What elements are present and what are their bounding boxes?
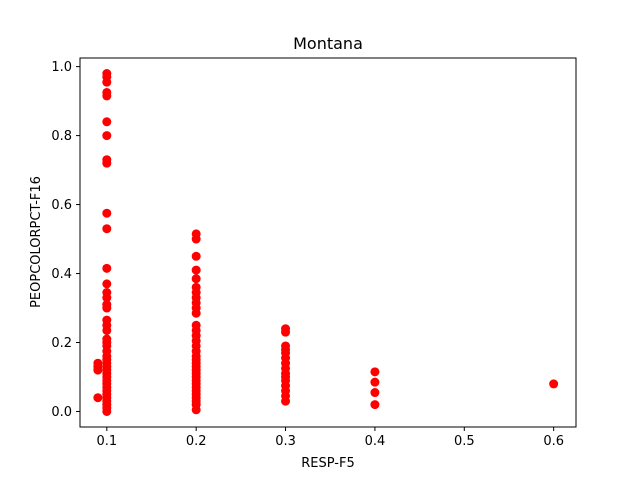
y-tick-label: 0.8 [51,129,72,144]
plot-frame [79,57,577,428]
data-point [102,263,112,273]
data-point [93,393,103,403]
y-tick-label: 0.2 [51,336,72,351]
data-point [370,367,380,377]
x-tick-label: 0.2 [186,434,207,449]
data-point [102,91,112,101]
y-axis-ticks: 0.0 0.2 0.4 0.6 0.8 1.0 [51,60,80,420]
y-axis-label: PEOPCOLORPCT-F16 [29,176,44,308]
y-tick-label: 0.0 [51,405,72,420]
data-point [191,265,201,275]
x-tick-label: 0.3 [275,434,296,449]
data-point [102,158,112,168]
data-point [102,325,112,335]
data-point [191,234,201,244]
data-point [102,293,112,303]
data-point [102,131,112,141]
data-point [281,396,291,406]
data-point [191,405,201,415]
data-point [102,77,112,87]
data-point [191,274,201,284]
data-point [102,406,112,416]
x-axis-ticks: 0.1 0.2 0.3 0.4 0.5 0.6 [96,427,564,449]
y-tick-label: 1.0 [51,60,72,75]
x-tick-label: 0.5 [454,434,475,449]
x-tick-label: 0.6 [543,434,564,449]
data-point [102,224,112,234]
data-point [102,117,112,127]
data-point [370,400,380,410]
data-point [191,308,201,318]
data-point [102,279,112,289]
x-tick-label: 0.1 [96,434,117,449]
y-tick-label: 0.6 [51,198,72,213]
data-point [370,377,380,387]
data-point [281,327,291,337]
x-tick-label: 0.4 [365,434,386,449]
data-point [102,303,112,313]
data-points-layer [93,69,559,416]
data-point [93,358,103,368]
data-point [370,388,380,398]
y-tick-label: 0.4 [51,267,72,282]
data-point [549,379,559,389]
chart-title: Montana [293,34,363,53]
data-point [191,251,201,261]
x-axis-label: RESP-F5 [301,456,355,471]
data-point [102,208,112,218]
